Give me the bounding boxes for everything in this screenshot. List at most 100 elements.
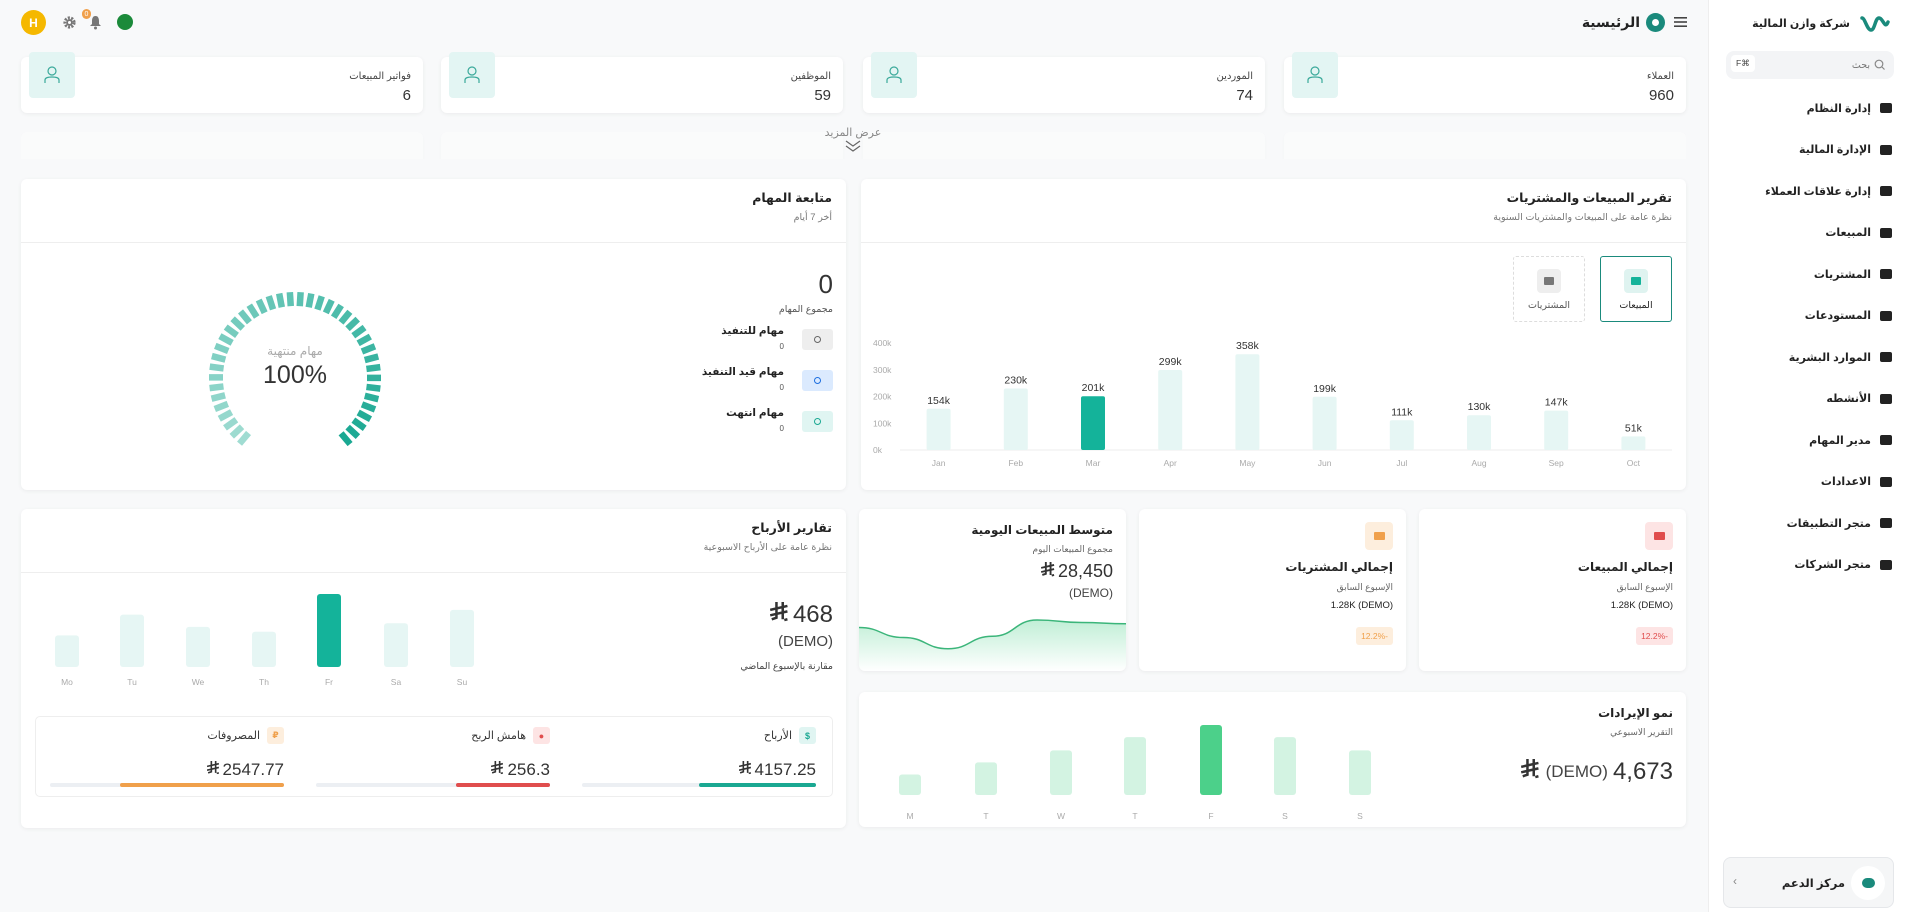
gauge-segment bbox=[360, 343, 377, 355]
menu-item-icon bbox=[1880, 559, 1892, 570]
show-more-button[interactable]: عرض المزيد bbox=[813, 126, 893, 158]
search-input[interactable] bbox=[1780, 56, 1870, 74]
bar[interactable] bbox=[384, 623, 408, 667]
clock-icon bbox=[802, 411, 833, 432]
toggle-sales[interactable]: المبيعات bbox=[1600, 256, 1672, 322]
bar[interactable] bbox=[1235, 354, 1260, 450]
sidebar-item[interactable]: الإدارة المالية bbox=[1799, 140, 1892, 160]
card-subtitle: التقرير الاسبوعي bbox=[1610, 727, 1673, 737]
summary-value: 2547.77 bbox=[206, 760, 284, 780]
stat-value: 59 bbox=[814, 87, 831, 104]
card-title: إجمالي المبيعات bbox=[1577, 560, 1673, 574]
stat-card[interactable]: العملاء 960 bbox=[1284, 52, 1686, 113]
bar[interactable] bbox=[1081, 396, 1105, 450]
search-box[interactable]: F⌘ bbox=[1726, 51, 1894, 79]
bar[interactable] bbox=[1003, 388, 1028, 450]
x-tick-label: May bbox=[1239, 458, 1256, 468]
menu-item-icon bbox=[1880, 269, 1892, 279]
gauge-segment bbox=[351, 417, 367, 431]
bar[interactable] bbox=[1621, 436, 1646, 450]
bar[interactable] bbox=[1349, 750, 1371, 795]
menu-icon[interactable] bbox=[1674, 16, 1687, 28]
avatar[interactable]: H bbox=[21, 10, 46, 35]
revenue-value: (DEMO) 4,673 bbox=[1521, 758, 1673, 786]
sidebar-item[interactable]: الموارد البشرية bbox=[1789, 347, 1892, 367]
sidebar: شركة وازن المالية F⌘ إدارة النظام الإدارة… bbox=[1708, 0, 1906, 912]
bar[interactable] bbox=[450, 609, 474, 667]
stat-value: 960 bbox=[1648, 87, 1674, 104]
card-value: 1.28K (DEMO) bbox=[1330, 600, 1393, 611]
support-center-button[interactable]: مركز الدعم ‹ bbox=[1723, 857, 1894, 908]
bell-icon[interactable] bbox=[89, 15, 102, 30]
toggle-purchases[interactable]: المشتريات bbox=[1513, 256, 1585, 322]
stat-value: 6 bbox=[402, 87, 411, 104]
card-title: نمو الإيرادات bbox=[1598, 706, 1673, 720]
bar[interactable] bbox=[926, 408, 951, 450]
riyal-icon bbox=[769, 601, 789, 629]
x-tick-label: Su bbox=[457, 677, 468, 687]
profit-bar-chart: Mo Tu We Th Fr Sa Su bbox=[55, 594, 474, 687]
coin-icon: ₽ bbox=[267, 727, 284, 744]
bar[interactable] bbox=[252, 631, 276, 667]
data-label: 147k bbox=[1545, 397, 1569, 409]
bar[interactable] bbox=[1544, 410, 1569, 450]
bar[interactable] bbox=[1158, 370, 1183, 450]
bar[interactable] bbox=[899, 774, 921, 795]
riyal-icon bbox=[1040, 561, 1055, 582]
stat-card[interactable]: الموردين 74 bbox=[863, 52, 1265, 113]
bar[interactable] bbox=[120, 614, 144, 667]
stat-card[interactable]: فواتير المبيعات 6 bbox=[21, 52, 423, 113]
gear-icon[interactable] bbox=[62, 15, 77, 30]
bar[interactable] bbox=[1200, 725, 1222, 795]
stat-card[interactable]: الموظفين 59 bbox=[441, 52, 843, 113]
progress-bar bbox=[316, 783, 550, 787]
sidebar-item[interactable]: إدارة علاقات العملاء bbox=[1765, 181, 1892, 201]
sidebar-item[interactable]: الاعدادات bbox=[1821, 472, 1892, 492]
target-icon: ● bbox=[533, 727, 550, 744]
bar[interactable] bbox=[975, 762, 997, 795]
card-subtitle: الإسبوع السابق bbox=[1336, 582, 1393, 592]
bar[interactable] bbox=[1124, 737, 1146, 795]
gauge-value: 100% bbox=[263, 361, 327, 389]
summary-label: الأرباح bbox=[763, 730, 792, 742]
sidebar-item-label: مدير المهام bbox=[1809, 434, 1871, 447]
gauge-segment bbox=[351, 324, 367, 339]
sidebar-item[interactable]: متجر الشركات bbox=[1794, 555, 1892, 575]
bar[interactable] bbox=[1389, 420, 1414, 450]
sidebar-item-label: الأنشطه bbox=[1826, 393, 1871, 405]
sidebar-item[interactable]: متجر التطبيقات bbox=[1787, 513, 1892, 533]
progress-bar bbox=[582, 783, 816, 787]
panel-subtitle: نظرة عامة على المبيعات والمشتريات السنوي… bbox=[1493, 212, 1672, 223]
gauge-segment bbox=[286, 291, 294, 307]
bar[interactable] bbox=[1050, 750, 1072, 795]
bar[interactable] bbox=[1274, 737, 1296, 795]
x-tick-label: W bbox=[1057, 811, 1065, 821]
data-label: 358k bbox=[1236, 340, 1260, 352]
sidebar-item[interactable]: إدارة النظام bbox=[1807, 98, 1892, 118]
gauge-segment bbox=[356, 409, 373, 423]
data-label: 154k bbox=[927, 395, 951, 407]
x-tick-label: Apr bbox=[1164, 458, 1177, 468]
gauge-segment bbox=[246, 303, 260, 319]
divider bbox=[21, 572, 846, 573]
gauge-segment bbox=[360, 401, 377, 413]
company-name: شركة وازن المالية bbox=[1752, 18, 1850, 30]
bar[interactable] bbox=[186, 626, 210, 667]
sidebar-item[interactable]: المشتريات bbox=[1814, 264, 1892, 284]
bar[interactable] bbox=[55, 635, 79, 667]
sidebar-item[interactable]: مدير المهام bbox=[1809, 430, 1892, 450]
list-icon bbox=[802, 329, 833, 350]
bar[interactable] bbox=[317, 594, 341, 667]
sidebar-item[interactable]: المبيعات bbox=[1825, 223, 1892, 243]
x-tick-label: S bbox=[1357, 811, 1363, 821]
data-label: 51k bbox=[1625, 422, 1643, 434]
sidebar-item-label: إدارة النظام bbox=[1806, 102, 1871, 115]
flag-icon[interactable] bbox=[117, 14, 133, 30]
dollar-icon: $ bbox=[799, 727, 816, 744]
bar[interactable] bbox=[1467, 415, 1491, 450]
sidebar-item[interactable]: الأنشطه bbox=[1826, 389, 1892, 409]
profit-amount: 468 bbox=[769, 601, 833, 629]
bar[interactable] bbox=[1312, 396, 1337, 450]
sidebar-item[interactable]: المستودعات bbox=[1805, 306, 1892, 326]
wallet-icon bbox=[1645, 522, 1673, 550]
